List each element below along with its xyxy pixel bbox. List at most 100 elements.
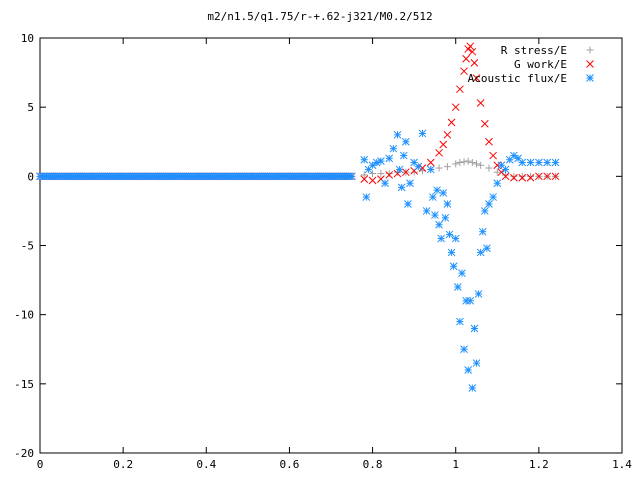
- acoustic-flux-point: [393, 130, 402, 139]
- g-work-point-d2: [543, 172, 552, 181]
- acoustic-flux-point: [377, 157, 385, 165]
- g-work-point: [456, 85, 464, 94]
- legend-label: R stress/E: [501, 44, 567, 57]
- acoustic-flux-point: [395, 165, 404, 174]
- g-work-point-d2: [451, 103, 460, 112]
- acoustic-flux-point: [449, 262, 458, 271]
- r-stress-point: [456, 159, 464, 166]
- acoustic-flux-point-d2: [449, 262, 458, 271]
- acoustic-flux-point: [535, 158, 543, 167]
- acoustic-flux-point-d2: [510, 151, 518, 160]
- g-work-point: [447, 118, 456, 127]
- acoustic-flux-point: [451, 234, 460, 243]
- acoustic-flux-point-d2: [543, 158, 552, 167]
- x-tick-label: 0: [37, 458, 44, 471]
- legend-marker: [586, 60, 594, 68]
- acoustic-flux-point: [428, 193, 437, 201]
- g-work-point-d2: [439, 140, 448, 149]
- g-work-point-d2: [466, 42, 475, 51]
- acoustic-flux-point: [414, 162, 423, 171]
- r-stress-point: [464, 157, 472, 165]
- legend-marker: [586, 46, 594, 54]
- acoustic-flux-point-d2: [362, 193, 371, 201]
- acoustic-flux-point-d2: [474, 290, 483, 298]
- acoustic-flux-point-d2: [468, 384, 477, 392]
- g-work-point: [489, 151, 497, 160]
- acoustic-flux-point: [453, 283, 462, 291]
- g-work-point-d2: [435, 148, 443, 157]
- acoustic-flux-point: [518, 158, 527, 167]
- g-work-point: [485, 137, 493, 146]
- g-work-point-d2: [456, 85, 464, 94]
- x-tick-label: 0.4: [196, 458, 216, 471]
- acoustic-flux-point: [478, 227, 487, 236]
- g-work-point: [462, 54, 470, 63]
- acoustic-flux-point-d2: [439, 189, 448, 197]
- g-work-point-d2: [418, 164, 427, 172]
- g-work-point: [526, 173, 535, 182]
- acoustic-flux-point: [472, 359, 481, 367]
- r-stress-point: [452, 160, 460, 168]
- g-work-point-d2: [551, 172, 560, 181]
- acoustic-flux-point-d2: [478, 227, 487, 236]
- acoustic-flux-point: [422, 207, 431, 215]
- plot-axes: 0 0.2 0.4 0.6 0.8 1 1.2 1.4 10 5 0 -5 -10 -15 -20: [14, 32, 632, 471]
- g-work-point-d2: [462, 54, 470, 63]
- g-work-point: [468, 47, 477, 56]
- acoustic-flux-point-d2: [435, 220, 443, 229]
- acoustic-flux-point-d2: [489, 193, 497, 201]
- g-work-point-d2: [476, 99, 485, 107]
- acoustic-flux-point: [397, 183, 406, 192]
- r-stress-point: [510, 172, 518, 180]
- acoustic-flux-point: [439, 189, 448, 197]
- acoustic-flux-point: [401, 137, 410, 146]
- g-work-point-d2: [468, 47, 477, 56]
- g-work-point: [472, 74, 481, 82]
- x-tick-label: 0.6: [279, 458, 299, 471]
- acoustic-flux-point: [404, 200, 412, 208]
- r-stress-point: [410, 168, 418, 176]
- acoustic-flux-point-d2: [426, 165, 435, 174]
- r-stress-point: [360, 171, 368, 179]
- acoustic-flux-point-d2: [399, 151, 408, 160]
- legend-marker: [586, 74, 594, 82]
- acoustic-flux-point-d2: [472, 359, 481, 367]
- acoustic-flux-point: [381, 179, 389, 188]
- acoustic-flux-point-d2: [404, 200, 412, 208]
- acoustic-flux-point: [543, 158, 552, 167]
- acoustic-flux-point-d2: [410, 158, 418, 167]
- acoustic-flux-point-d2: [401, 137, 410, 146]
- acoustic-flux-point: [474, 290, 483, 298]
- acoustic-flux-point-d2: [451, 234, 460, 243]
- acoustic-flux-point-d2: [464, 366, 473, 374]
- g-work-point-d2: [385, 171, 394, 179]
- g-work-point-d2: [472, 74, 481, 82]
- y-tick-label: -20: [14, 447, 34, 460]
- r-stress-point: [468, 159, 476, 166]
- r-stress-point: [473, 160, 480, 168]
- g-work-point-d2: [485, 137, 493, 146]
- acoustic-flux-point-d2: [470, 324, 479, 333]
- acoustic-flux-point: [437, 234, 446, 243]
- acoustic-flux-point: [526, 158, 535, 167]
- r-stress-point: [477, 161, 485, 169]
- chart-title: m2/n1.5/q1.75/r-+.62-j321/M0.2/512: [207, 10, 432, 23]
- g-work-point-d2: [447, 118, 456, 127]
- x-tick-label: 1.2: [529, 458, 549, 471]
- acoustic-flux-point-d2: [389, 144, 398, 153]
- acoustic-flux-point-d2: [514, 154, 522, 163]
- acoustic-flux-point: [493, 179, 502, 188]
- g-work-point-d2: [480, 119, 489, 128]
- g-work-point: [426, 158, 435, 167]
- acoustic-flux-point: [433, 186, 441, 195]
- acoustic-flux-point: [435, 220, 443, 229]
- acoustic-flux-point-d2: [453, 283, 462, 291]
- acoustic-flux-point-d2: [428, 193, 437, 201]
- acoustic-flux-point-d2: [377, 157, 385, 165]
- acoustic-flux-point: [458, 269, 466, 278]
- legend-marker-d2: [586, 60, 594, 68]
- g-work-point: [501, 172, 510, 181]
- y-tick-label: -5: [21, 240, 34, 253]
